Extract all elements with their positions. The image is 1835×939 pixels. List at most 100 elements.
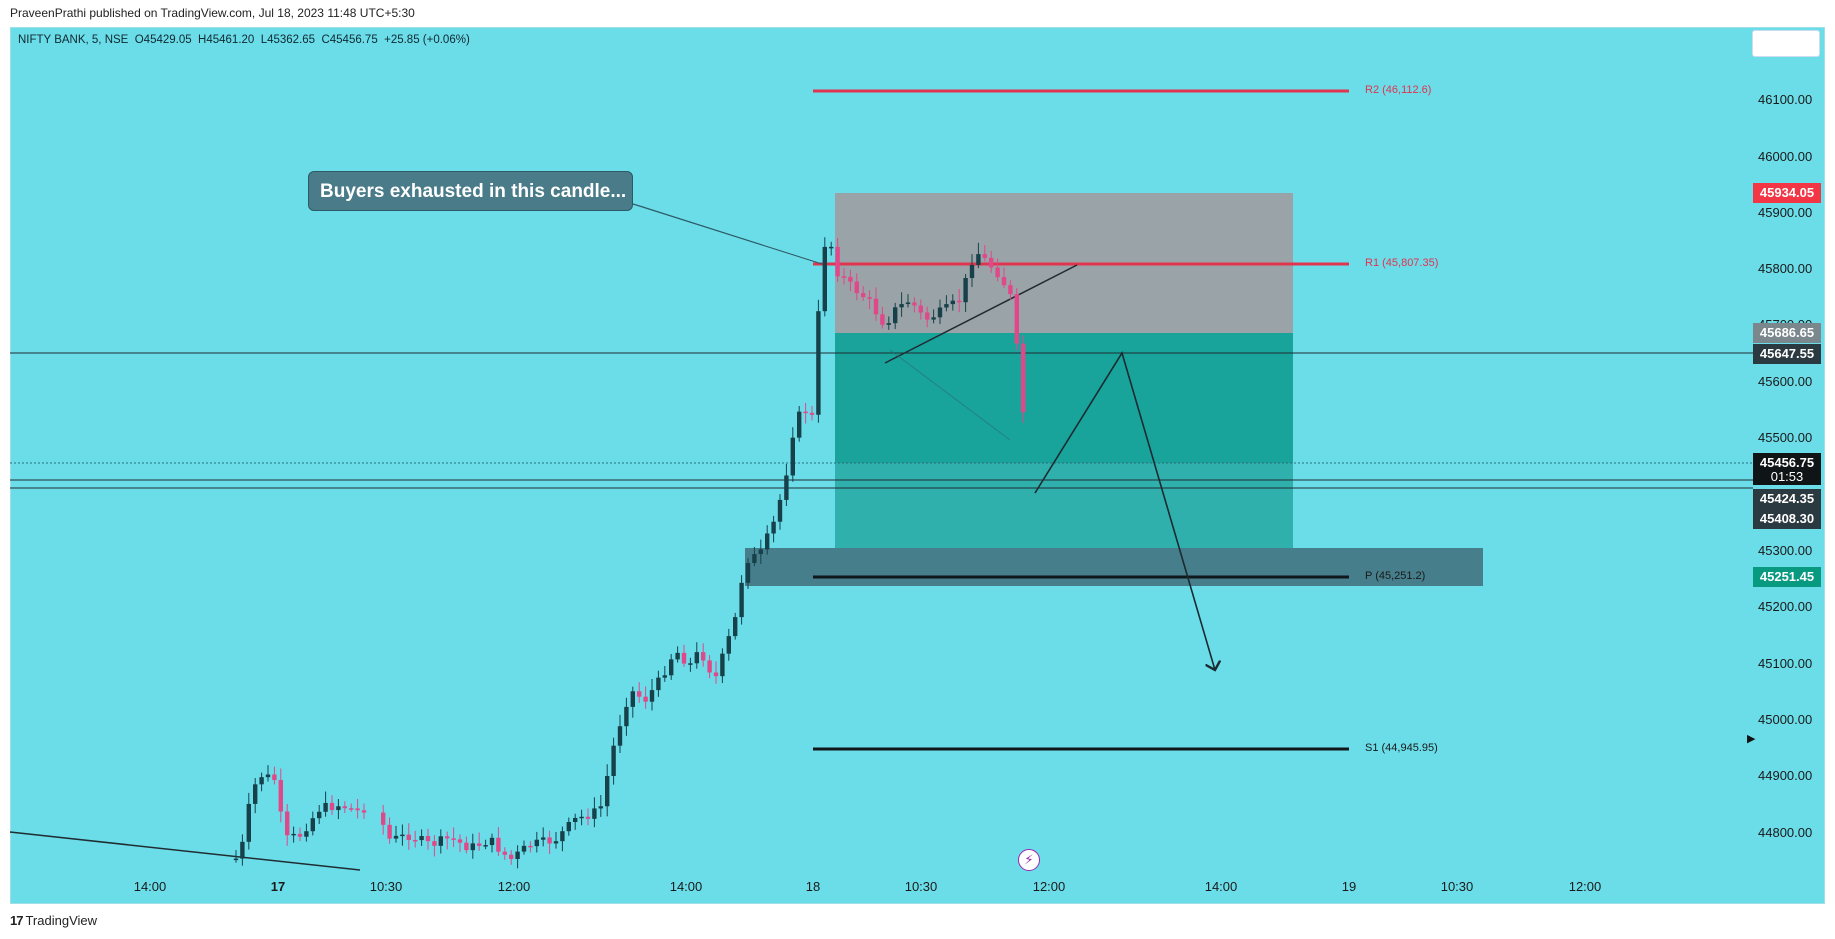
candle-body	[483, 845, 488, 847]
candle-body	[355, 808, 360, 811]
candle-body	[573, 817, 578, 823]
candle-body	[265, 774, 271, 778]
candle-body	[317, 811, 322, 819]
price-tick: 44800.00	[1758, 825, 1813, 840]
candle-body	[393, 835, 399, 839]
price-tick: 45300.00	[1758, 543, 1813, 558]
published-text: PraveenPrathi published on TradingView.c…	[10, 6, 415, 20]
candle-body	[765, 533, 770, 550]
candle-body	[310, 818, 315, 832]
candle-body	[413, 839, 418, 842]
pivot-band[interactable]	[745, 548, 1483, 586]
candle-body	[816, 311, 821, 415]
candle-body	[931, 317, 936, 320]
candle-body	[662, 675, 667, 678]
target-zone-lower	[835, 463, 1293, 548]
candle-body	[809, 412, 815, 415]
price-tick: 45600.00	[1758, 374, 1813, 389]
candle-body	[790, 437, 795, 476]
candle-body	[771, 521, 776, 534]
candle-body	[989, 257, 994, 268]
candle-body	[733, 617, 738, 637]
candle-body	[797, 411, 802, 438]
candle-body	[432, 841, 437, 846]
candle-body	[304, 831, 309, 837]
tradingview-logo[interactable]: 17 TradingView	[10, 913, 98, 928]
candle-body	[361, 810, 367, 813]
symbol-info: NIFTY BANK, 5, NSE O45429.05 H45461.20 L…	[18, 34, 470, 46]
projection-path[interactable]	[1034, 351, 1215, 670]
target-zone-inner	[885, 333, 1293, 463]
candle-body	[489, 837, 495, 846]
top-right-box[interactable]	[1752, 30, 1820, 57]
time-tick: 10:30	[369, 879, 403, 894]
candle-body	[233, 858, 239, 861]
candle-body	[329, 802, 335, 811]
candle-body	[944, 304, 949, 308]
candle-body	[445, 836, 450, 839]
candle-body	[912, 302, 917, 306]
price-tick: 46000.00	[1758, 149, 1813, 164]
candle-body	[918, 305, 923, 313]
downtrend-line[interactable]	[9, 831, 361, 871]
candle-body	[976, 254, 981, 265]
candle-body	[957, 300, 962, 303]
candle-body	[553, 841, 559, 844]
candle-body	[963, 278, 968, 303]
candle-body	[253, 784, 258, 804]
candle-body	[745, 563, 751, 583]
candle-body	[342, 806, 347, 809]
rising-trendline[interactable]	[884, 264, 1078, 364]
candle-body	[1001, 277, 1007, 286]
candle-body	[406, 834, 411, 840]
price-label-target-high: 45934.05	[1753, 183, 1821, 203]
time-tick: 12:00	[1032, 879, 1066, 894]
candle-body	[637, 691, 642, 697]
price-label-last: 45456.75	[1753, 453, 1821, 473]
candle-body	[419, 836, 424, 841]
candle-body	[630, 691, 635, 707]
candle-body	[451, 838, 456, 840]
candle-body	[752, 554, 757, 564]
candle-body	[515, 851, 520, 859]
candle-body	[937, 307, 943, 318]
candle-body	[605, 775, 610, 807]
price-tick: 45200.00	[1758, 599, 1813, 614]
candle-body	[528, 845, 533, 848]
price-label-line-1: 45647.55	[1753, 344, 1821, 364]
candlestick-series	[233, 237, 1026, 869]
candle-body	[541, 837, 546, 840]
annotation-callout[interactable]: Buyers exhausted in this candle...	[308, 171, 633, 211]
candle-body	[521, 845, 527, 852]
candle-body	[425, 836, 431, 842]
candle-body	[835, 246, 840, 277]
time-tick: 10:30	[1440, 879, 1474, 894]
candle-body	[777, 499, 783, 522]
candle-body	[457, 839, 463, 843]
candle-body	[694, 652, 699, 664]
candle-body	[240, 841, 245, 859]
candle-body	[784, 475, 789, 500]
candle-body	[502, 851, 507, 855]
price-label-line-2: 45424.35	[1753, 489, 1821, 509]
price-tick: 44900.00	[1758, 768, 1813, 783]
price-tick: 45100.00	[1758, 656, 1813, 671]
candle-body	[1014, 294, 1019, 344]
footer	[0, 904, 1835, 939]
candle-body	[848, 276, 853, 282]
candle-body	[880, 314, 885, 325]
candle-body	[285, 811, 290, 836]
candle-body	[278, 780, 283, 812]
candle-body	[617, 726, 623, 746]
candle-body	[873, 298, 879, 315]
candle-body	[905, 302, 911, 305]
candle-body	[893, 307, 898, 324]
price-tick: 45000.00	[1758, 712, 1813, 727]
scroll-right-icon[interactable]: ▶	[1747, 733, 1756, 745]
time-tick: 12:00	[1568, 879, 1602, 894]
price-tick: 45800.00	[1758, 261, 1813, 276]
candle-body	[758, 549, 763, 555]
candle-body	[547, 837, 552, 844]
lightning-icon[interactable]: ⚡	[1018, 849, 1040, 871]
